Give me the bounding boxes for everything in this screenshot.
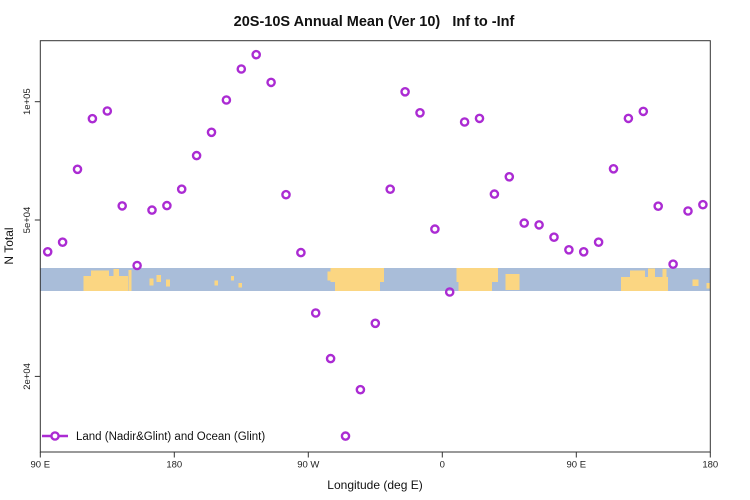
data-point (117, 201, 127, 211)
land-patch (647, 268, 653, 278)
data-point (236, 64, 247, 74)
data-point (683, 206, 693, 216)
data-point (206, 127, 217, 138)
data-point (534, 220, 544, 230)
data-points (42, 49, 708, 441)
land-patch (230, 276, 234, 281)
land-patch (156, 274, 161, 282)
data-point (653, 201, 664, 211)
y-axis-title: N Total (2, 227, 16, 264)
x-axis-title: Longitude (deg E) (327, 478, 422, 492)
data-point (400, 87, 410, 97)
data-point (415, 108, 425, 118)
data-point (489, 189, 500, 199)
data-point (430, 224, 440, 234)
land-patch (692, 279, 699, 286)
land-patch (327, 271, 331, 281)
x-tick-label: 90 E (567, 460, 587, 471)
land-patch (662, 269, 667, 278)
data-point (221, 95, 232, 105)
data-point (72, 164, 83, 175)
legend-label: Land (Nadir&Glint) and Ocean (Glint) (76, 431, 265, 443)
data-point (87, 113, 98, 124)
x-tick-label: 90 W (297, 460, 319, 471)
data-point (578, 246, 589, 257)
data-point (698, 199, 708, 210)
land-patch (90, 270, 109, 277)
land-patch (214, 280, 219, 286)
land-patch (335, 281, 380, 291)
data-point (132, 260, 142, 271)
y-tick-label: 1e+05 (22, 88, 33, 115)
land-patch (83, 276, 129, 291)
data-point (176, 184, 187, 194)
data-point (281, 189, 291, 200)
data-point (57, 237, 68, 247)
data-point (549, 232, 559, 242)
data-point (325, 353, 336, 364)
data-point (385, 184, 396, 194)
land-patch (651, 268, 655, 278)
land-patch (505, 273, 520, 290)
legend: Land (Nadir&Glint) and Ocean (Glint) (42, 431, 265, 443)
data-point (340, 431, 351, 441)
data-point (504, 171, 515, 182)
x-tick-label: 180 (702, 460, 718, 471)
axes-frame (39, 40, 711, 453)
data-point (147, 205, 157, 215)
data-point (564, 244, 574, 255)
data-point (623, 113, 634, 124)
data-point (668, 259, 678, 270)
y-tick-label: 5e+04 (22, 207, 33, 234)
data-point (251, 49, 262, 60)
land-patch (330, 268, 385, 282)
land-patch (128, 269, 132, 291)
data-point (191, 150, 202, 161)
data-point (444, 287, 455, 297)
land-patch (706, 282, 711, 289)
land-patch (629, 270, 645, 278)
legend-marker-circle (50, 431, 60, 441)
data-point (638, 106, 649, 117)
data-point (266, 77, 276, 88)
land-patch (166, 279, 170, 287)
data-point (162, 200, 172, 211)
data-point (42, 246, 53, 257)
x-tick-label: 180 (166, 460, 182, 471)
latitude-band-map (40, 268, 711, 291)
data-point (370, 318, 381, 329)
land-patch (149, 278, 154, 286)
data-point (355, 384, 366, 395)
data-point (459, 117, 470, 127)
data-point (474, 113, 485, 124)
chart-title: 20S-10S Annual Mean (Ver 10) Inf to -Inf (234, 14, 515, 30)
y-tick-label: 2e+04 (22, 363, 33, 390)
data-point (608, 163, 619, 174)
land-patch (456, 268, 499, 282)
data-point (102, 106, 113, 116)
data-point (593, 237, 604, 247)
land-patch (238, 282, 243, 288)
x-tick-label: 90 E (31, 460, 51, 471)
land-patch (620, 277, 668, 291)
x-tick-label: 0 (440, 460, 445, 471)
land-patch (458, 281, 493, 291)
data-point (519, 218, 530, 228)
plot-border (39, 40, 711, 453)
land-patch (113, 268, 120, 277)
data-point (296, 247, 306, 258)
data-point (310, 308, 321, 318)
axis-ticks (34, 101, 711, 458)
